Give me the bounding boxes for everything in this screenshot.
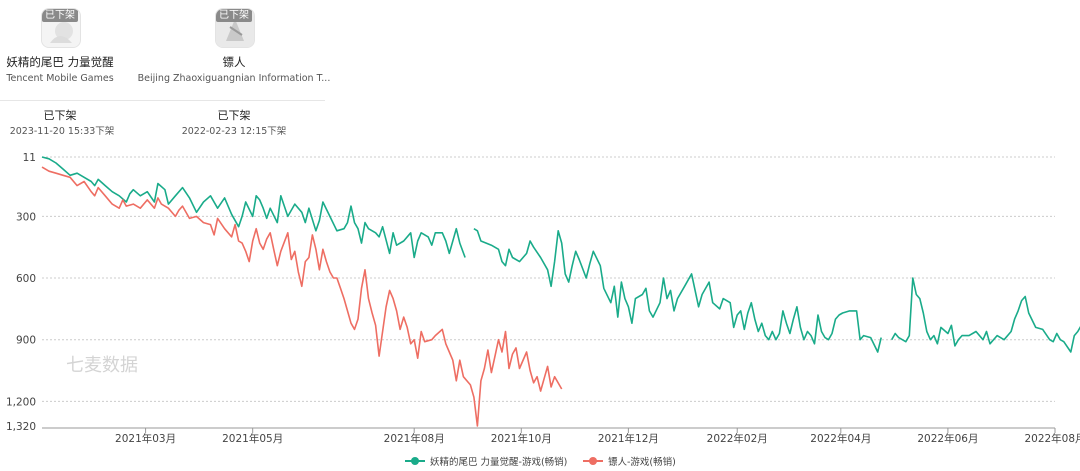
series-line-1 bbox=[41, 156, 1080, 353]
app-developer-2: Beijing Zhaoxiguangnian Information T... bbox=[137, 73, 331, 84]
x-axis: 2021年03月 2021年05月 2021年08月 2021年10月 2021年12月… bbox=[42, 427, 1080, 445]
x-tick-label: 2022年08月 bbox=[1024, 432, 1080, 445]
x-tick-label: 2021年10月 bbox=[491, 432, 552, 445]
legend-swatch-dot bbox=[411, 457, 419, 465]
app-developer-1: Tencent Mobile Games bbox=[6, 73, 114, 84]
legend-swatch-dot bbox=[589, 457, 597, 465]
chart-grid bbox=[42, 156, 1055, 402]
app-name-1[interactable]: 妖精的尾巴 力量觉醒 bbox=[6, 55, 114, 69]
y-tick-label: 1,200 bbox=[6, 396, 36, 408]
app-status-2: 已下架 bbox=[217, 109, 251, 122]
app-removed-time-1: 2023-11-20 15:33下架 bbox=[9, 126, 115, 137]
series-line-2 bbox=[41, 166, 563, 427]
legend-item-2[interactable]: 镖人-游戏(畅销) bbox=[583, 456, 676, 468]
app-status-1: 已下架 bbox=[43, 109, 77, 122]
legend-label: 妖精的尾巴 力量觉醒-游戏(畅销) bbox=[430, 456, 567, 468]
header-divider bbox=[0, 100, 325, 101]
x-tick-label: 2022年02月 bbox=[707, 432, 768, 445]
chart-series bbox=[41, 156, 1080, 427]
y-tick-label: 300 bbox=[16, 211, 36, 223]
y-tick-label: 1,320 bbox=[6, 421, 36, 433]
removed-badge-1: 已下架 bbox=[42, 9, 78, 22]
x-tick-label: 2022年06月 bbox=[917, 432, 978, 445]
y-tick-label: 11 bbox=[23, 152, 36, 164]
y-axis: 11 300 600 900 1,200 1,320 bbox=[6, 152, 36, 433]
y-tick-label: 600 bbox=[16, 273, 36, 285]
x-tick-label: 2021年08月 bbox=[384, 432, 445, 445]
app-name-2[interactable]: 镖人 bbox=[222, 55, 246, 69]
x-tick-label: 2021年05月 bbox=[222, 432, 283, 445]
removed-badge-2: 已下架 bbox=[216, 9, 252, 22]
y-tick-label: 900 bbox=[16, 335, 36, 347]
app-icon-1[interactable]: 已下架 bbox=[41, 8, 81, 48]
x-tick-label: 2022年04月 bbox=[810, 432, 871, 445]
x-tick-label: 2021年12月 bbox=[598, 432, 659, 445]
app-removed-time-2: 2022-02-23 12:15下架 bbox=[181, 126, 287, 137]
legend-item-1[interactable]: 妖精的尾巴 力量觉醒-游戏(畅销) bbox=[405, 456, 567, 468]
app-icon-2[interactable]: 已下架 bbox=[215, 8, 255, 48]
chart-legend[interactable]: 妖精的尾巴 力量觉醒-游戏(畅销) 镖人-游戏(畅销) bbox=[405, 456, 676, 468]
x-tick-label: 2021年03月 bbox=[115, 432, 176, 445]
watermark: 七麦数据 bbox=[66, 355, 138, 376]
legend-label: 镖人-游戏(畅销) bbox=[608, 456, 676, 468]
